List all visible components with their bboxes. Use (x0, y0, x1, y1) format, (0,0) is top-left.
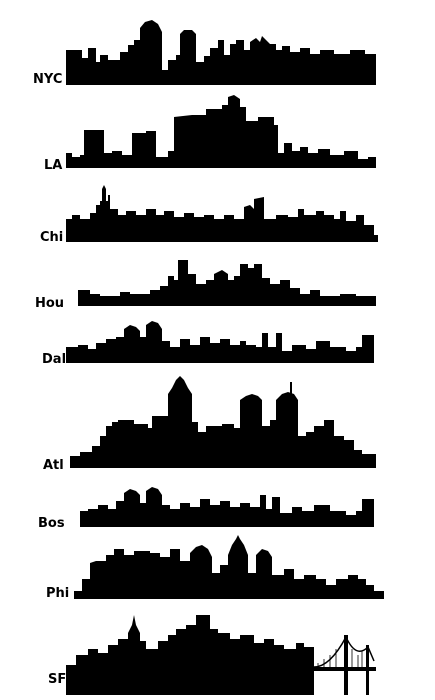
sf-skyline (66, 615, 376, 695)
bos-label: Bos (38, 516, 65, 531)
atl-row: Atl (0, 370, 435, 475)
dal-skyline (66, 321, 374, 363)
la-row: LA (0, 95, 435, 175)
phi-skyline (74, 535, 384, 599)
sf-row: SF (0, 605, 435, 700)
dal-row: Dal (0, 315, 435, 370)
chi-label: Chi (40, 230, 64, 245)
atl-skyline (70, 376, 376, 468)
sf-label: SF (48, 672, 67, 687)
phi-row: Phi (0, 535, 435, 605)
hou-label: Hou (35, 296, 65, 311)
nyc-skyline (66, 20, 376, 85)
bos-row: Bos (0, 475, 435, 535)
phi-label: Phi (46, 586, 70, 601)
bos-skyline (80, 487, 374, 527)
nyc-label: NYC (33, 72, 63, 87)
dal-label: Dal (42, 352, 67, 367)
atl-label: Atl (43, 458, 64, 473)
chi-skyline (66, 185, 378, 242)
hou-skyline (78, 260, 376, 306)
la-skyline (66, 95, 376, 168)
la-label: LA (44, 158, 63, 173)
hou-row: Hou (0, 250, 435, 315)
chi-row: Chi (0, 175, 435, 250)
nyc-row: NYC (0, 0, 435, 95)
